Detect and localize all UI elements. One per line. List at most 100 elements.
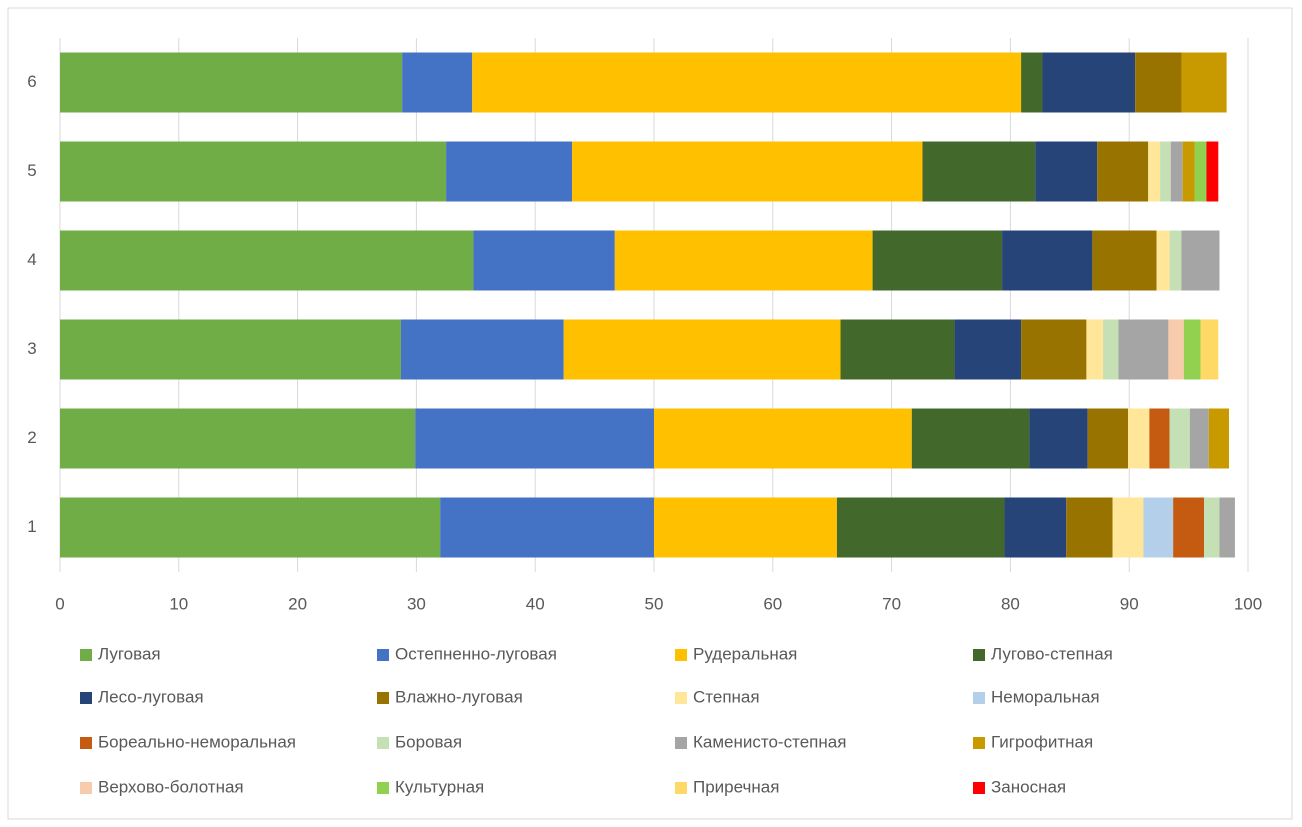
bar-segment (1200, 319, 1219, 380)
bar-segment (1148, 141, 1161, 202)
bar-segment (60, 230, 474, 291)
bar-segment (563, 319, 841, 380)
legend-swatch (377, 692, 389, 704)
legend-swatch (80, 692, 92, 704)
legend-swatch (80, 782, 92, 794)
bar-segment (472, 52, 1022, 113)
legend-label: Рудеральная (693, 644, 797, 663)
y-tick-label: 2 (27, 428, 36, 447)
y-tick-label: 5 (27, 161, 36, 180)
bar-segment (1021, 52, 1043, 113)
bar-segment (1087, 408, 1129, 469)
bar-segment (1169, 230, 1182, 291)
bar-segment (911, 408, 1030, 469)
legend-label: Влажно-луговая (395, 687, 523, 706)
bar-segment (1160, 141, 1171, 202)
bar-segment (440, 497, 654, 558)
x-tick-label: 10 (169, 594, 188, 613)
legend-swatch (973, 692, 985, 704)
bar-segment (840, 319, 955, 380)
legend-label: Гигрофитная (991, 732, 1093, 751)
bar-segment (1021, 319, 1087, 380)
bar-segment (836, 497, 1005, 558)
bar-segment (60, 408, 416, 469)
bar-segment (1029, 408, 1088, 469)
bar-segment (1204, 497, 1220, 558)
bar-segment (400, 319, 564, 380)
legend-label: Боровая (395, 732, 462, 751)
y-tick-label: 3 (27, 339, 36, 358)
legend-label: Лесо-луговая (98, 687, 204, 706)
x-tick-label: 40 (526, 594, 545, 613)
x-tick-label: 80 (1001, 594, 1020, 613)
legend-label: Культурная (395, 777, 484, 796)
y-tick-label: 4 (27, 250, 36, 269)
legend-label: Остепненно-луговая (395, 644, 557, 663)
bar-segment (1066, 497, 1113, 558)
bar-segment (1112, 497, 1144, 558)
bar-segment (1156, 230, 1170, 291)
bar-segment (1118, 319, 1169, 380)
bar-segment (1042, 52, 1136, 113)
y-tick-label: 1 (27, 517, 36, 536)
legend-swatch (675, 692, 687, 704)
bar-segment (60, 52, 403, 113)
bar-segment (922, 141, 1036, 202)
legend-swatch (675, 782, 687, 794)
bar-segment (1194, 141, 1207, 202)
legend-label: Степная (693, 687, 760, 706)
bar-segment (1092, 230, 1157, 291)
bar-segment (1181, 230, 1220, 291)
bar-segment (614, 230, 873, 291)
bar-segment (654, 497, 837, 558)
bar-segment (473, 230, 615, 291)
bar-segment (1135, 52, 1182, 113)
x-tick-label: 50 (645, 594, 664, 613)
bar-segment (1206, 141, 1219, 202)
legend-label: Верхово-болотная (98, 777, 244, 796)
bar-segment (1189, 408, 1209, 469)
bar-segment (654, 408, 912, 469)
bar-segment (1183, 319, 1201, 380)
legend-swatch (675, 649, 687, 661)
x-tick-label: 20 (288, 594, 307, 613)
bar-segment (60, 319, 401, 380)
legend-label: Заносная (991, 777, 1066, 796)
legend-swatch (675, 737, 687, 749)
legend-swatch (377, 782, 389, 794)
x-tick-label: 60 (763, 594, 782, 613)
bar-segment (1035, 141, 1098, 202)
legend-swatch (973, 737, 985, 749)
bar-segment (1169, 408, 1190, 469)
x-tick-label: 70 (882, 594, 901, 613)
bar-segment (1097, 141, 1149, 202)
bar-segment (1208, 408, 1229, 469)
bar-segment (1168, 319, 1184, 380)
legend-swatch (973, 649, 985, 661)
legend-swatch (80, 737, 92, 749)
legend-swatch (973, 782, 985, 794)
bar-segment (446, 141, 573, 202)
x-tick-label: 0 (55, 594, 64, 613)
bar-segment (1004, 497, 1067, 558)
legend-label: Бореально-неморальная (98, 732, 296, 751)
bar-segment (60, 141, 447, 202)
bar-segment (402, 52, 473, 113)
legend-swatch (377, 649, 389, 661)
bar-segment (1143, 497, 1174, 558)
legend-label: Лугово-степная (991, 644, 1113, 663)
legend-label: Приречная (693, 777, 779, 796)
x-tick-label: 30 (407, 594, 426, 613)
bar-segment (1086, 319, 1104, 380)
bar-segment (1149, 408, 1170, 469)
bar-segment (415, 408, 654, 469)
legend-label: Неморальная (991, 687, 1100, 706)
bar-segment (1173, 497, 1205, 558)
bar-segment (1219, 497, 1235, 558)
bar-segment (60, 497, 441, 558)
bar-segment (954, 319, 1022, 380)
legend-label: Каменисто-степная (693, 732, 846, 751)
bar-segment (1170, 141, 1183, 202)
